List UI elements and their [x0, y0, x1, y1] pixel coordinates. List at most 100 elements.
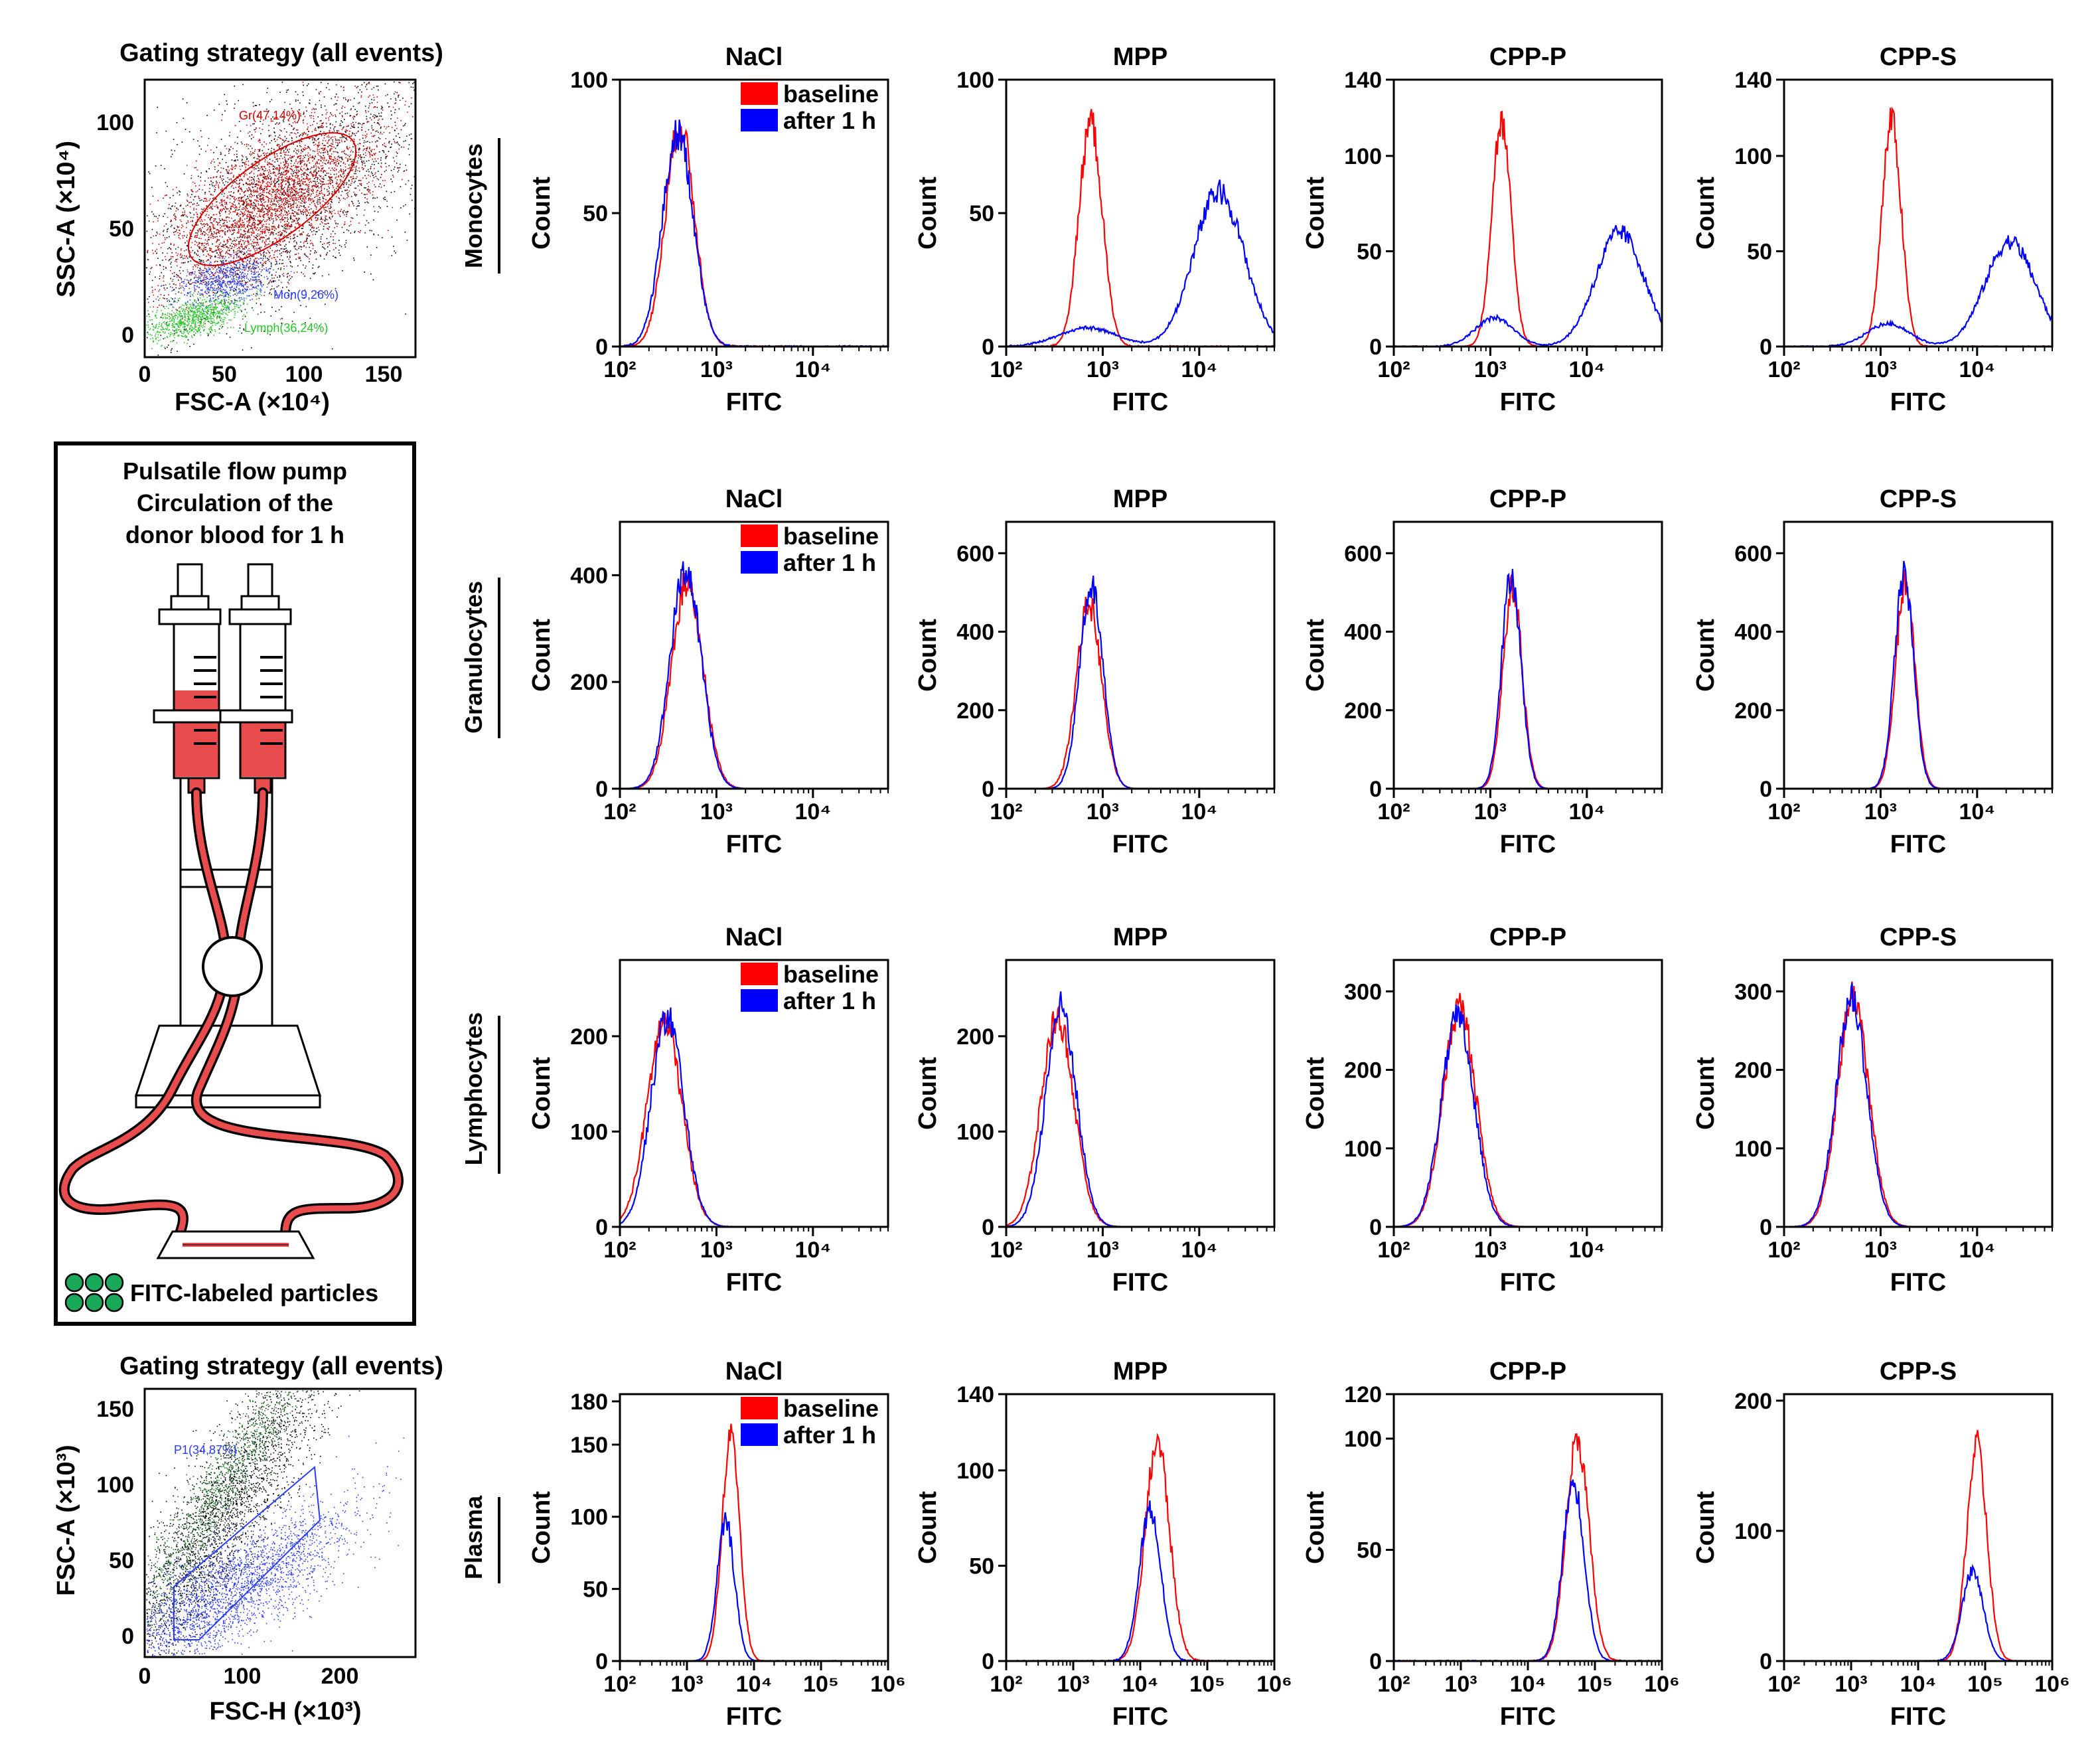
- legend-label-baseline: baseline: [783, 522, 879, 550]
- x-tick-label: 10³: [1864, 799, 1897, 825]
- x-tick-label: 10³: [1444, 1672, 1477, 1697]
- y-tick-label: 200: [1734, 1389, 1772, 1414]
- legend-swatch-baseline: [741, 1397, 778, 1419]
- histogram-frame: [1783, 959, 2054, 1228]
- x-axis-label: FITC: [726, 831, 782, 858]
- gating-plot-top: Gating strategy (all events) 0 50 100 15…: [52, 39, 443, 416]
- series-line-baseline: [1783, 981, 2053, 1228]
- histogram-frame: [1392, 78, 1663, 348]
- x-tick-label: 10⁶: [2034, 1672, 2069, 1697]
- histogram-title: MPP: [1113, 43, 1167, 71]
- gating-bottom-title: Gating strategy (all events): [119, 1352, 443, 1380]
- x-tick-label: 10⁴: [795, 799, 832, 825]
- x-tick-label: 10⁶: [1256, 1672, 1292, 1697]
- pump-base: [134, 1024, 322, 1097]
- x-tick-label: 10²: [603, 799, 636, 825]
- gating-top-xtick: 100: [285, 362, 323, 387]
- histogram-title: NaCl: [725, 485, 783, 513]
- legend-swatch-after: [741, 551, 778, 574]
- x-tick-label: 10²: [603, 1672, 636, 1697]
- y-tick-label: 200: [1344, 1058, 1382, 1083]
- pump-base-edge: [135, 1094, 321, 1109]
- series-line-baseline: [1394, 993, 1663, 1228]
- series-line-after: [1783, 983, 2053, 1228]
- y-axis-label: Count: [1302, 1491, 1329, 1564]
- histogram-frame: [619, 520, 889, 790]
- pump-wheel: [202, 936, 263, 997]
- x-axis-label: FITC: [1112, 1703, 1168, 1731]
- series-line-baseline: [1394, 574, 1663, 790]
- y-tick-label: 0: [1369, 1215, 1382, 1240]
- schematic-title-line: donor blood for 1 h: [125, 521, 344, 548]
- gating-top-xlabel: FSC-A (×10⁴): [175, 388, 330, 416]
- y-tick-label: 200: [1734, 1058, 1772, 1083]
- gating-bottom-ytick: 0: [121, 1624, 134, 1649]
- x-axis-label: FITC: [1112, 388, 1168, 416]
- x-tick-label: 10³: [700, 799, 733, 825]
- histogram-panel: NaCl 0 200 400 10² 10³ 10⁴ FITC Count baselineaft…: [528, 485, 889, 858]
- y-tick-label: 0: [982, 1649, 994, 1674]
- gate-label-monocytes: Mon(9,26%): [273, 288, 338, 301]
- histogram-panel: CPP-P 0 100 200 300 10² 10³ 10⁴ FITC Count: [1302, 923, 1663, 1297]
- gating-top-ytick: 0: [121, 323, 134, 348]
- y-axis-label: Count: [528, 177, 556, 250]
- gating-bottom-ytick: 100: [96, 1472, 134, 1498]
- y-tick-label: 50: [583, 1577, 608, 1602]
- histogram-panel: CPP-P 0 50 100 120 10² 10³ 10⁴ 10⁵ 10⁶ FITC Count: [1302, 1358, 1680, 1731]
- x-tick-label: 10⁴: [795, 357, 832, 382]
- gating-top-ytick: 100: [96, 110, 134, 135]
- y-tick-label: 100: [1734, 1137, 1772, 1162]
- gating-dot-cloud: [146, 1390, 360, 1656]
- y-axis-label: Count: [1692, 177, 1720, 250]
- y-tick-label: 50: [1747, 239, 1772, 264]
- x-axis-label: FITC: [1500, 831, 1556, 858]
- fitc-particles-label: FITC-labeled particles: [130, 1279, 378, 1307]
- blood-fill: [241, 717, 285, 777]
- series-line-after: [1006, 991, 1275, 1228]
- y-tick-label: 50: [969, 201, 994, 226]
- x-tick-label: 10⁴: [1181, 357, 1218, 382]
- x-tick-label: 10³: [700, 1237, 733, 1263]
- series-line-baseline: [1006, 109, 1274, 348]
- histogram-frame: [1783, 520, 2054, 790]
- y-tick-label: 0: [595, 777, 608, 802]
- series-line-after: [1393, 1479, 1663, 1662]
- gating-dot-cloud: [146, 278, 264, 349]
- x-tick-label: 10⁴: [1959, 357, 1996, 382]
- legend-swatch-after: [741, 989, 778, 1012]
- series-line-after: [1394, 224, 1663, 348]
- y-tick-label: 0: [1760, 1649, 1772, 1674]
- series-line-after: [1393, 1004, 1663, 1228]
- series-line-after: [619, 119, 888, 348]
- legend-label-baseline: baseline: [783, 80, 879, 108]
- x-tick-label: 10⁴: [1569, 799, 1606, 825]
- y-axis-label: Count: [1692, 1057, 1720, 1130]
- x-axis-label: FITC: [1500, 1703, 1556, 1731]
- y-tick-label: 100: [956, 1459, 994, 1484]
- y-tick-label: 50: [1357, 239, 1382, 264]
- histogram-title: CPP-S: [1880, 485, 1957, 513]
- y-tick-label: 200: [956, 698, 994, 724]
- series-line-after: [619, 1512, 888, 1662]
- histogram-panel: MPP 0 50 100 10² 10³ 10⁴ FITC Count: [914, 43, 1276, 416]
- y-tick-label: 100: [1344, 144, 1382, 169]
- fitc-particles-icon: [64, 1273, 124, 1312]
- gating-bottom-xtick: 0: [139, 1664, 151, 1689]
- schematic-title-line: Circulation of the: [137, 489, 333, 516]
- gating-bottom-xtick: 200: [321, 1664, 359, 1689]
- histogram-title: NaCl: [725, 923, 783, 951]
- histogram-panel: CPP-S 0 200 400 600 10² 10³ 10⁴ FITC Count: [1692, 485, 2054, 858]
- histogram-panel: CPP-S 0 100 200 300 10² 10³ 10⁴ FITC Count: [1692, 923, 2054, 1297]
- y-tick-label: 100: [956, 1119, 994, 1145]
- histogram-frame: [1005, 1393, 1276, 1662]
- y-axis-label: Count: [914, 619, 942, 692]
- histogram-title: CPP-P: [1489, 1358, 1566, 1386]
- schematic-title-line: Pulsatile flow pump: [123, 457, 347, 485]
- legend-label-after: after 1 h: [783, 549, 876, 576]
- x-tick-label: 10²: [1767, 1672, 1800, 1697]
- y-tick-label: 100: [1734, 1519, 1772, 1544]
- x-axis-label: FITC: [1112, 831, 1168, 858]
- histogram-title: CPP-S: [1880, 1358, 1957, 1386]
- syringe-left: [153, 563, 227, 794]
